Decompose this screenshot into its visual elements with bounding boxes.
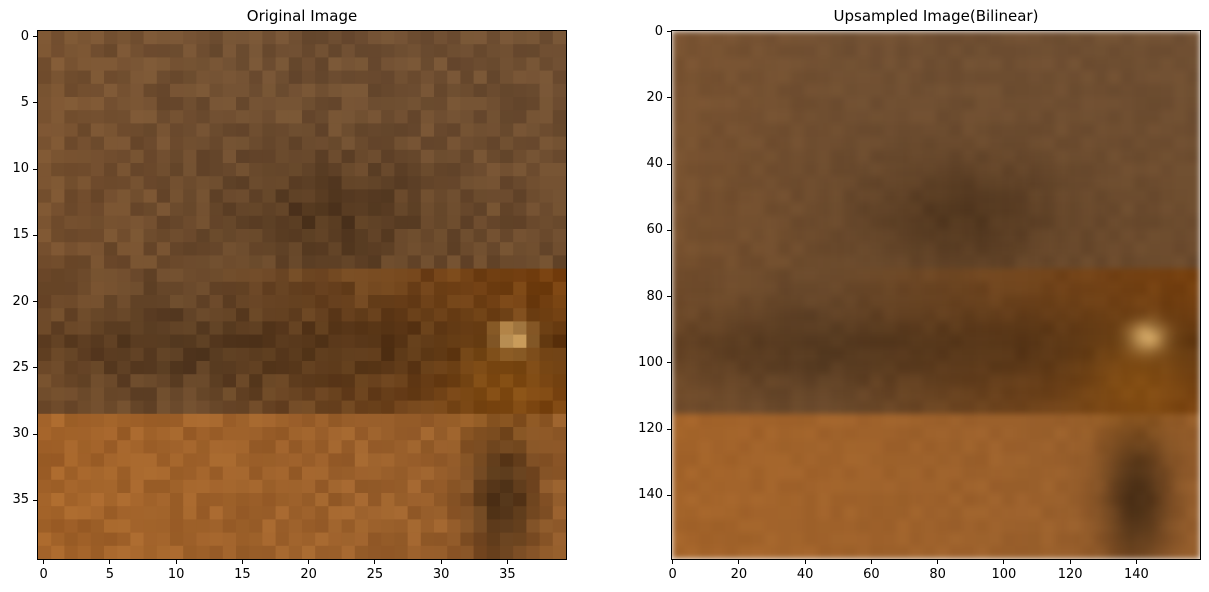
y-tick-label: 140 [638,487,663,503]
x-tick-label: 0 [39,567,48,582]
x-tick-label: 60 [863,567,880,582]
x-tick-label: 5 [105,567,115,582]
y-tick-mark [667,494,671,496]
x-tick-label: 20 [300,567,317,582]
x-tick-label: 10 [167,567,185,582]
x-tick-label: 140 [1123,567,1149,582]
original-image-pixels [38,31,566,559]
x-tick-mark [937,560,939,564]
y-tick-mark [33,499,37,501]
y-tick-mark [667,31,671,33]
y-tick-label: 0 [20,28,29,44]
y-tick-label: 120 [638,421,663,437]
y-tick-label: 80 [646,288,663,304]
y-tick-label: 30 [12,426,29,442]
original-image-axes [37,30,567,560]
y-tick-mark [33,301,37,303]
y-tick-label: 25 [12,359,29,375]
y-tick-mark [33,102,37,104]
x-tick-mark [506,560,508,564]
x-tick-label: 40 [796,567,814,582]
x-tick-mark [440,560,442,564]
x-tick-label: 15 [234,567,251,582]
y-tick-label: 0 [654,23,663,39]
x-tick-mark [374,560,376,564]
right-panel-title: Upsampled Image(Bilinear) [833,7,1039,25]
x-tick-label: 20 [730,567,748,582]
y-tick-mark [667,428,671,430]
x-tick-mark [175,560,177,564]
y-tick-mark [667,296,671,298]
upsampled-image-pixels [672,31,1200,559]
y-tick-mark [33,36,37,38]
y-tick-label: 5 [20,94,29,110]
x-tick-label: 30 [432,567,450,582]
x-tick-label: 100 [991,567,1017,582]
x-tick-label: 35 [499,567,516,582]
y-tick-mark [33,234,37,236]
x-tick-mark [1135,560,1137,564]
y-tick-mark [667,362,671,364]
x-tick-mark [1069,560,1071,564]
y-tick-label: 100 [638,354,663,370]
y-tick-mark [33,433,37,435]
left-panel-title: Original Image [246,7,358,25]
y-tick-label: 10 [12,161,29,177]
y-tick-label: 35 [12,492,29,508]
x-tick-mark [109,560,111,564]
y-tick-mark [33,367,37,369]
y-tick-label: 40 [646,156,663,172]
y-tick-mark [33,168,37,170]
x-tick-mark [738,560,740,564]
y-tick-label: 60 [646,222,663,238]
x-tick-mark [43,560,45,564]
x-tick-mark [241,560,243,564]
x-tick-mark [672,560,674,564]
x-tick-label: 120 [1057,567,1083,582]
y-tick-label: 15 [12,227,29,243]
x-tick-mark [1003,560,1005,564]
y-tick-mark [667,229,671,231]
x-tick-mark [308,560,310,564]
x-tick-mark [804,560,806,564]
y-tick-mark [667,97,671,99]
upsampled-image-axes [671,30,1201,560]
x-tick-label: 0 [668,567,677,582]
y-tick-label: 20 [646,89,663,105]
y-tick-label: 20 [12,293,29,309]
x-tick-mark [870,560,872,564]
x-tick-label: 25 [366,567,384,582]
x-tick-label: 80 [929,567,946,582]
y-tick-mark [667,163,671,165]
